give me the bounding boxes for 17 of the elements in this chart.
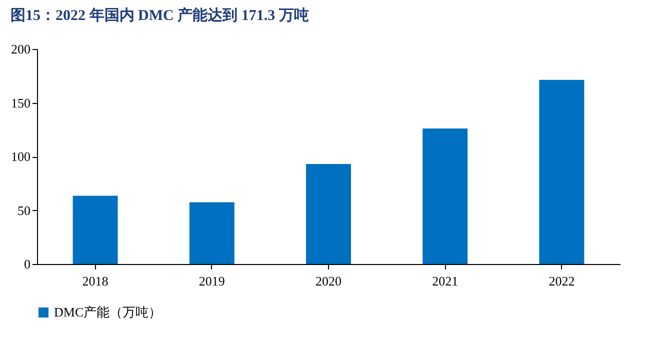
- x-tick-label: 2021: [432, 274, 458, 288]
- x-tick-label: 2018: [82, 274, 108, 288]
- x-tick-label: 2019: [198, 274, 225, 288]
- chart-title: 图15：2022 年国内 DMC 产能达到 171.3 万吨: [10, 7, 309, 24]
- legend-label: DMC产能（万吨）: [54, 304, 162, 320]
- y-tick-label: 100: [11, 149, 30, 164]
- x-tick-label: 2020: [316, 274, 342, 288]
- y-tick-label: 200: [11, 42, 30, 56]
- bar: [72, 196, 118, 264]
- y-tick-label: 0: [24, 256, 30, 272]
- y-tick-label: 150: [11, 95, 30, 110]
- bar: [306, 164, 351, 264]
- bar: [539, 80, 584, 264]
- bar: [189, 202, 234, 264]
- y-tick-label: 50: [18, 202, 30, 218]
- bar: [422, 128, 468, 264]
- x-tick-label: 2022: [548, 274, 575, 288]
